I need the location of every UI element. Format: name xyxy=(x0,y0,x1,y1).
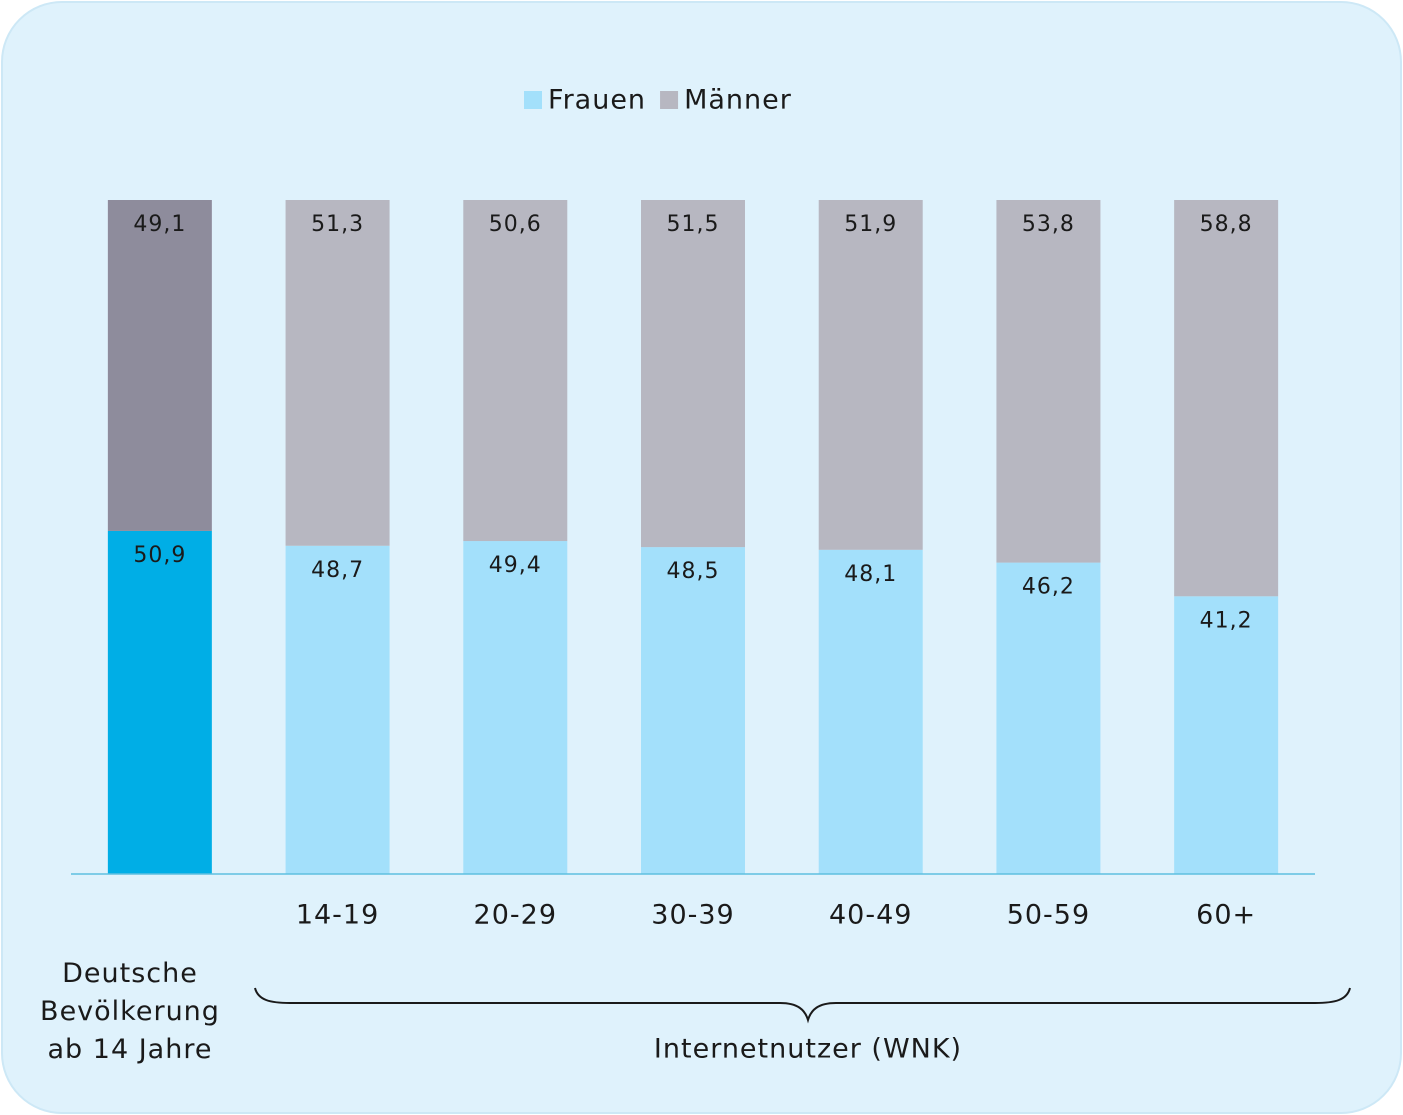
bar-segment xyxy=(818,549,923,874)
bar-segment xyxy=(641,200,745,548)
bar-segment xyxy=(996,562,1101,874)
value-label: 50,6 xyxy=(489,212,542,237)
x-tick-label: 20-29 xyxy=(474,900,557,931)
value-label: 51,3 xyxy=(311,212,364,237)
value-label: 58,8 xyxy=(1200,212,1253,237)
legend-label: Männer xyxy=(684,85,792,116)
value-label: 51,9 xyxy=(844,212,897,237)
value-label: 48,5 xyxy=(667,559,720,584)
legend-swatch xyxy=(660,91,679,109)
group-label: Internetnutzer (WNK) xyxy=(654,1034,962,1065)
x-tick-label: 30-39 xyxy=(651,900,734,931)
value-label: 48,7 xyxy=(311,558,364,583)
legend-swatch xyxy=(524,91,542,109)
bar-segment xyxy=(285,200,390,546)
bar-segment xyxy=(996,200,1101,563)
bar-segment xyxy=(1174,596,1279,874)
x-tick-label: 50-59 xyxy=(1007,900,1090,931)
bar-segment xyxy=(818,200,923,550)
legend-label: Frauen xyxy=(548,85,646,116)
value-label: 49,1 xyxy=(133,212,186,237)
value-label: 41,2 xyxy=(1200,608,1253,633)
value-label: 50,9 xyxy=(133,543,186,568)
group-brace xyxy=(254,987,1351,1024)
bar-segment xyxy=(1174,200,1279,597)
value-label: 49,4 xyxy=(489,553,542,578)
value-label: 53,8 xyxy=(1022,212,1075,237)
x-tick-label: Deutsche Bevölkerung ab 14 Jahre xyxy=(40,958,220,1065)
bar-segment xyxy=(463,541,568,874)
bar-segment xyxy=(285,545,390,874)
bar-segment xyxy=(463,200,568,542)
bar-segment xyxy=(641,547,745,874)
value-label: 51,5 xyxy=(667,212,720,237)
value-label: 48,1 xyxy=(844,562,897,587)
x-tick-label: 14-19 xyxy=(296,900,379,931)
bar-segment xyxy=(107,200,212,531)
x-tick-label: 60+ xyxy=(1196,900,1256,931)
value-label: 46,2 xyxy=(1022,575,1075,600)
bar-segment xyxy=(107,530,212,874)
x-tick-label: 40-49 xyxy=(829,900,912,931)
